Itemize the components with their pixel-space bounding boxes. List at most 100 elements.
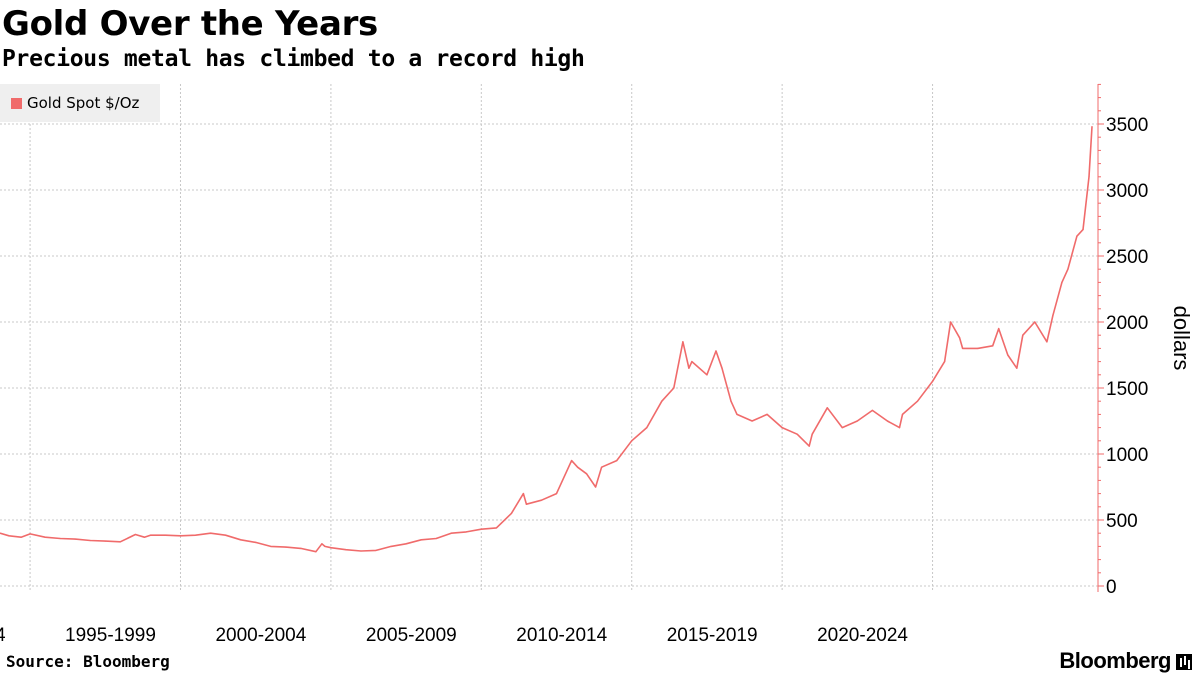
data-point (495, 527, 497, 529)
data-point (571, 460, 573, 462)
legend: Gold Spot $/Oz (0, 84, 160, 122)
data-point (595, 486, 597, 488)
data-point (164, 534, 167, 536)
data-point (808, 445, 810, 447)
data-point (721, 367, 723, 369)
x-tick-label: 2000-2004 (215, 625, 306, 646)
data-point (74, 538, 76, 540)
data-point (435, 537, 437, 540)
x-tick-label: 2010-2014 (516, 625, 607, 646)
data-point (811, 433, 813, 435)
data-point (134, 533, 136, 536)
data-point (119, 541, 121, 543)
data-point (324, 545, 326, 548)
data-point (59, 537, 61, 540)
data-point (420, 539, 422, 541)
data-point (1034, 321, 1036, 323)
data-point (856, 420, 858, 422)
data-point (315, 551, 317, 553)
data-point (1046, 341, 1048, 343)
data-point (270, 545, 272, 548)
data-point (1082, 229, 1084, 231)
data-point (992, 345, 994, 347)
y-tick-label: 2000 (1106, 313, 1148, 334)
data-point (841, 427, 843, 429)
x-tick-label: 1995-1999 (65, 625, 156, 646)
axis-layer: 0 500 1000 1500 2000 2500 3000 3500 dollars 1990-… (0, 83, 1194, 646)
chart-subtitle: Precious metal has climbed to a record h… (2, 46, 585, 72)
data-point (736, 413, 738, 415)
data-point (480, 528, 482, 530)
data-point (225, 534, 227, 536)
data-point (29, 533, 31, 535)
data-point (898, 427, 901, 429)
data-point (525, 503, 528, 505)
data-point (522, 493, 525, 495)
bloomberg-logo-text: Bloomberg (1059, 648, 1171, 673)
data-point (631, 440, 633, 442)
grid-layer (0, 84, 1098, 592)
data-point (715, 350, 717, 352)
data-point (345, 549, 347, 551)
data-point (706, 374, 708, 376)
data-point (959, 337, 961, 339)
data-point (886, 420, 889, 422)
data-point (540, 499, 543, 501)
data-point (8, 535, 10, 537)
data-point (1016, 367, 1018, 369)
data-point (730, 400, 732, 402)
data-point (661, 400, 663, 402)
data-point (390, 545, 392, 548)
data-point (89, 539, 91, 542)
data-point (375, 549, 377, 552)
data-point (510, 512, 512, 515)
y-tick-label: 3000 (1106, 181, 1148, 202)
chart-title: Gold Over the Years (2, 4, 378, 44)
data-point (20, 536, 22, 538)
data-point (962, 347, 964, 349)
data-point (673, 387, 675, 389)
x-tick-label: 2015-2019 (667, 625, 758, 646)
data-point (1076, 235, 1078, 237)
data-point (0, 532, 1, 534)
data-point (330, 547, 332, 549)
data-point (555, 493, 558, 495)
y-tick-label: 3500 (1106, 115, 1148, 136)
x-tick-label: 2020-2024 (817, 625, 908, 646)
x-tick-label: 2005-2009 (366, 625, 457, 646)
legend-swatch (11, 97, 22, 109)
y-tick-label: 1000 (1106, 445, 1148, 466)
data-point (285, 546, 287, 548)
y-tick-label: 0 (1106, 577, 1117, 598)
data-point (601, 466, 603, 468)
data-point (1088, 176, 1090, 178)
data-point (616, 460, 618, 462)
data-point (577, 466, 579, 468)
data-point (405, 543, 407, 545)
data-point (240, 539, 242, 541)
data-point (916, 400, 919, 402)
y-axis-label: dollars (1169, 306, 1194, 371)
data-point (300, 547, 302, 550)
data-point (826, 407, 828, 409)
data-point (691, 361, 693, 363)
data-point (950, 321, 952, 323)
y-tick-label: 1500 (1106, 379, 1148, 400)
data-point (1052, 314, 1054, 316)
data-point (781, 427, 783, 429)
data-point (44, 536, 46, 538)
data-point (766, 413, 768, 415)
data-point (210, 532, 212, 534)
legend-label-gold-spot: Gold Spot $/Oz (27, 94, 140, 112)
x-tick-label: 1990-1994 (0, 625, 6, 646)
data-point (1022, 334, 1024, 336)
data-point (998, 328, 1000, 330)
data-point (450, 532, 452, 534)
data-point (149, 534, 151, 536)
data-point (646, 427, 648, 429)
data-point (682, 341, 684, 343)
y-tick-label: 2500 (1106, 247, 1148, 268)
data-point (1091, 126, 1093, 128)
data-point (104, 540, 106, 542)
